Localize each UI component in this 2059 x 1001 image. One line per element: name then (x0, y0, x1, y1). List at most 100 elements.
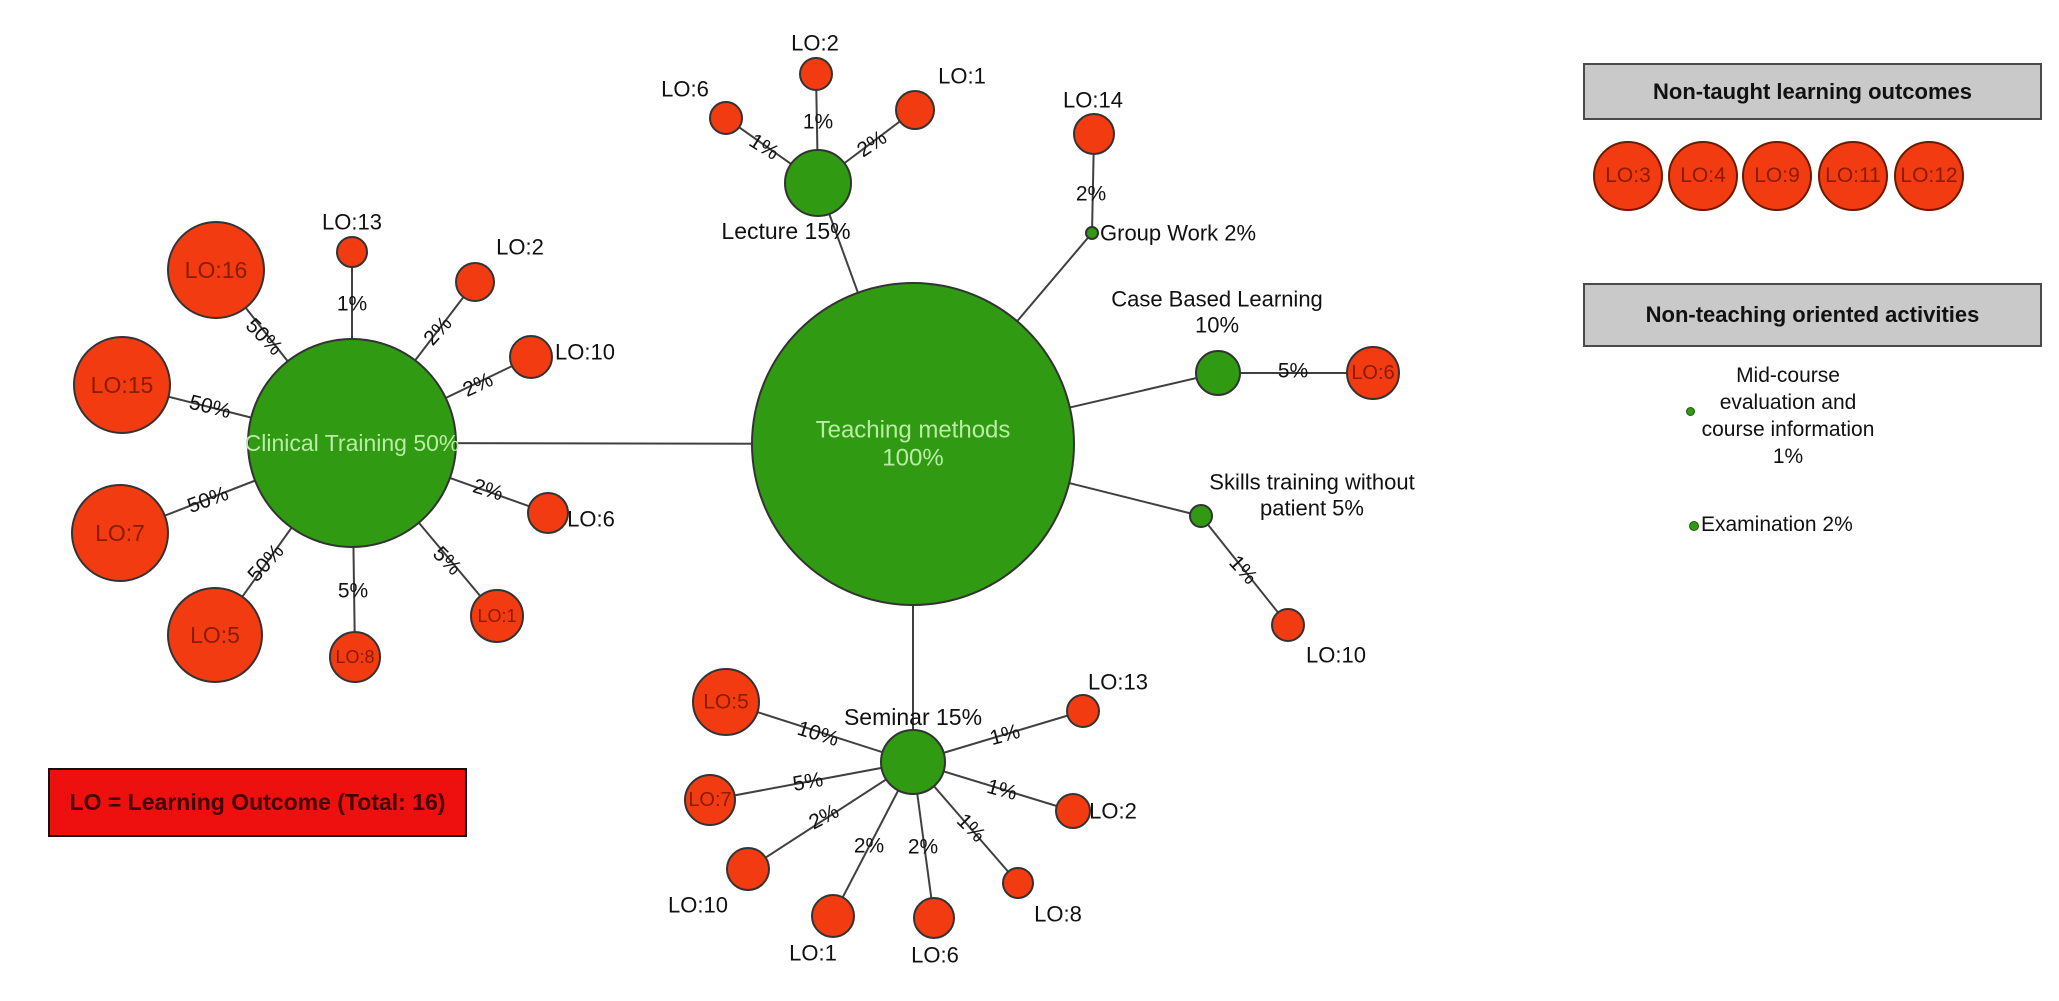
node-label-teaching: Teaching methods (816, 417, 1011, 444)
non-taught-lo-chip: LO:3 (1593, 141, 1663, 211)
node-c_lo16 (167, 221, 265, 319)
edge-label-clinical-c_lo10: 2% (459, 368, 496, 402)
node-se_lo6 (913, 897, 955, 939)
node-label-c_lo2: LO:2 (496, 235, 544, 260)
non-taught-lo-chip: LO:9 (1742, 141, 1812, 211)
node-label-cbl: 10% (1195, 313, 1239, 338)
node-label-clinical: Clinical Training 50% (245, 430, 460, 456)
node-teaching (751, 282, 1075, 606)
mid-course-node-dot (1686, 407, 1695, 416)
non-taught-lo-chip: LO:4 (1668, 141, 1738, 211)
node-label-seminar: Seminar 15% (844, 704, 982, 730)
non-taught-panel-header: Non-taught learning outcomes (1583, 63, 2042, 120)
node-lo14 (1073, 113, 1115, 155)
node-label-se_lo2: LO:2 (1089, 799, 1137, 824)
node-c_lo13 (336, 236, 368, 268)
non-taught-lo-chip: LO:12 (1894, 141, 1964, 211)
non-teaching-panel-title: Non-teaching oriented activities (1645, 302, 1980, 327)
node-label-se_lo8: LO:8 (1034, 902, 1082, 927)
node-cbl (1195, 350, 1241, 396)
examination-node-dot (1689, 521, 1699, 531)
node-label-se_lo5: LO:5 (703, 691, 749, 714)
lo-legend-text: LO = Learning Outcome (Total: 16) (69, 789, 446, 815)
node-label-se_lo6: LO:6 (911, 943, 959, 968)
node-label-lo14: LO:14 (1063, 88, 1123, 113)
node-label-c_lo5: LO:5 (190, 622, 240, 648)
node-label-l_lo1: LO:1 (938, 64, 986, 89)
node-label-se_lo1: LO:1 (789, 941, 837, 966)
mid-course-label: Mid-course evaluation and course informa… (1656, 362, 1920, 470)
node-cb_lo6 (1346, 346, 1400, 400)
edge-label-seminar-se_lo1: 2% (854, 835, 884, 858)
examination-label: Examination 2% (1701, 513, 1853, 536)
edge-label-clinical-c_lo8: 5% (338, 580, 368, 603)
node-groupwork (1085, 226, 1099, 240)
edge-label-skills-s_lo10: 1% (1224, 551, 1261, 589)
edge-label-clinical-c_lo6: 2% (470, 475, 506, 506)
node-label-teaching: 100% (882, 445, 943, 472)
node-se_lo7 (684, 774, 736, 826)
node-label-groupwork: Group Work 2% (1100, 221, 1256, 246)
node-label-l_lo6: LO:6 (661, 77, 709, 102)
edge-label-clinical-c_lo7: 50% (184, 482, 231, 518)
mid-course-label-line: course information (1701, 418, 1875, 441)
node-label-se_lo10: LO:10 (668, 893, 728, 918)
node-label-c_lo13: LO:13 (322, 210, 382, 235)
node-c_lo8 (329, 631, 381, 683)
node-label-se_lo13: LO:13 (1088, 670, 1148, 695)
edge-label-seminar-se_lo7: 5% (791, 768, 825, 796)
mid-course-label-line: evaluation and (1719, 391, 1857, 414)
node-label-c_lo10: LO:10 (555, 340, 615, 365)
non-taught-panel-title: Non-taught learning outcomes (1653, 78, 1972, 104)
node-skills (1189, 504, 1213, 528)
node-label-l_lo2: LO:2 (791, 31, 839, 56)
node-c_lo7 (71, 484, 169, 582)
node-label-c_lo16: LO:16 (185, 257, 248, 283)
node-label-skills: patient 5% (1260, 496, 1364, 521)
edge-label-lecture-l_lo2: 1% (803, 111, 833, 134)
lo-legend-box: LO = Learning Outcome (Total: 16) (48, 768, 467, 837)
node-label-skills: Skills training without (1209, 470, 1414, 495)
edge-seminar-se_lo7 (709, 761, 914, 801)
edge-label-groupwork-lo14: 2% (1076, 183, 1106, 206)
edge-label-seminar-se_lo13: 1% (987, 720, 1022, 750)
node-label-c_lo7: LO:7 (95, 520, 145, 546)
node-label-cbl: Case Based Learning (1111, 287, 1323, 312)
non-teaching-panel-header: Non-teaching oriented activities (1583, 283, 2042, 347)
node-se_lo13 (1066, 694, 1100, 728)
edge-label-clinical-c_lo15: 50% (187, 391, 233, 423)
node-label-c_lo8: LO:8 (335, 647, 374, 667)
node-c_lo2 (455, 262, 495, 302)
edge-label-cbl-cb_lo6: 5% (1278, 360, 1308, 383)
edge-label-seminar-se_lo6: 2% (908, 836, 938, 859)
non-taught-lo-label: LO:12 (1900, 164, 1958, 187)
node-c_lo15 (73, 336, 171, 434)
node-se_lo2 (1055, 793, 1091, 829)
node-label-se_lo7: LO:7 (688, 789, 731, 811)
node-c_lo1 (470, 589, 524, 643)
node-se_lo5 (692, 668, 760, 736)
node-se_lo10 (726, 847, 770, 891)
node-seminar (880, 729, 946, 795)
edge-label-clinical-c_lo5: 50% (243, 540, 288, 587)
non-taught-lo-label: LO:3 (1605, 164, 1651, 187)
node-se_lo1 (811, 894, 855, 938)
edge-label-clinical-c_lo13: 1% (337, 293, 367, 316)
non-taught-lo-chip: LO:11 (1818, 141, 1888, 211)
node-lecture (784, 149, 852, 217)
edge-skills-s_lo10 (1200, 515, 1289, 626)
edge-label-seminar-se_lo2: 1% (984, 775, 1019, 805)
node-s_lo10 (1271, 608, 1305, 642)
node-label-c_lo6: LO:6 (567, 507, 615, 532)
node-l_lo1 (895, 90, 935, 130)
node-c_lo10 (509, 335, 553, 379)
node-l_lo6 (709, 101, 743, 135)
node-label-c_lo15: LO:15 (91, 372, 154, 398)
non-taught-lo-label: LO:4 (1680, 164, 1726, 187)
mid-course-label-line: Mid-course (1736, 364, 1840, 387)
node-c_lo5 (167, 587, 263, 683)
edge-label-clinical-c_lo1: 5% (428, 542, 466, 580)
node-c_lo6 (527, 492, 569, 534)
